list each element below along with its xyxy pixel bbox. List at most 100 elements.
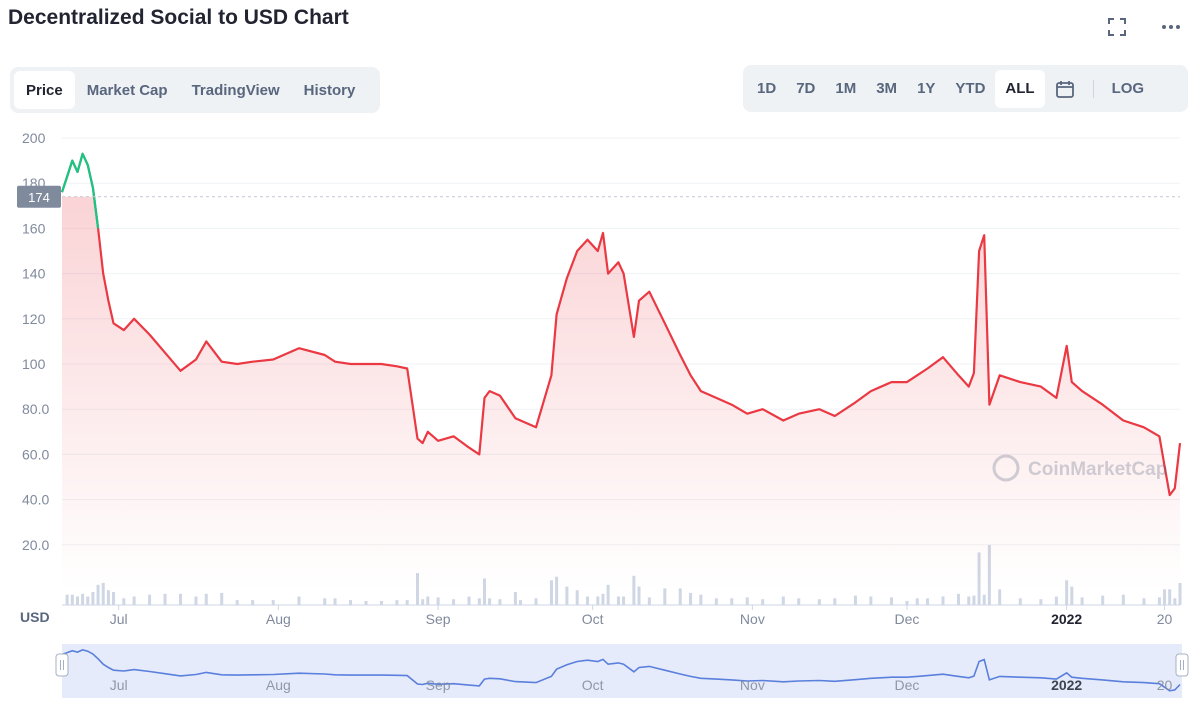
volume-bar xyxy=(106,590,110,605)
navigator-x-axis: Jul Aug Sep Oct Nov Dec 2022 20 xyxy=(110,677,1173,693)
range-1y[interactable]: 1Y xyxy=(917,80,936,97)
volume-bars xyxy=(65,545,1182,605)
coinmarketcap-watermark: CoinMarketCap xyxy=(992,454,1167,482)
volume-bar xyxy=(1080,597,1084,605)
price-line-up xyxy=(60,152,100,229)
range-1d[interactable]: 1D xyxy=(757,80,777,97)
volume-bar xyxy=(1168,589,1172,605)
volume-bar xyxy=(323,598,327,605)
volume-bar xyxy=(869,596,873,605)
y-tick-label: 20.0 xyxy=(22,537,49,553)
volume-bar xyxy=(426,596,430,605)
volume-bar xyxy=(817,599,821,605)
volume-bar xyxy=(194,596,198,605)
volume-bar xyxy=(637,586,641,605)
volume-bar xyxy=(575,590,579,605)
volume-bar xyxy=(379,601,383,605)
range-3m[interactable]: 3M xyxy=(876,80,898,97)
volume-bar xyxy=(534,598,538,605)
volume-bar xyxy=(915,598,919,605)
volume-bar xyxy=(781,596,785,605)
volume-bar xyxy=(956,593,960,605)
volume-bar xyxy=(96,584,100,605)
volume-bar xyxy=(436,597,440,605)
volume-bar xyxy=(555,576,559,605)
volume-bar xyxy=(622,596,626,605)
volume-bar xyxy=(565,586,569,605)
range-ytd[interactable]: YTD xyxy=(955,80,986,97)
volume-bar xyxy=(488,598,492,605)
volume-bar xyxy=(1101,595,1105,605)
range-navigator[interactable]: Jul Aug Sep Oct Nov Dec 2022 20 xyxy=(0,640,1200,700)
volume-bar xyxy=(163,593,167,605)
volume-bar xyxy=(853,595,857,605)
tab-history[interactable]: History xyxy=(303,81,356,99)
x-tick-label: Oct xyxy=(582,611,604,627)
x-tick-label: Dec xyxy=(894,611,919,627)
volume-bar xyxy=(1142,598,1146,605)
volume-bar xyxy=(75,596,79,605)
volume-bar xyxy=(616,596,620,605)
navigator-selection xyxy=(62,644,1182,698)
range-all[interactable]: ALL xyxy=(995,69,1045,108)
tab-price[interactable]: Price xyxy=(14,71,75,109)
calendar-icon[interactable] xyxy=(1045,70,1085,108)
volume-bar xyxy=(632,575,636,605)
volume-bar xyxy=(967,596,971,605)
volume-bar xyxy=(112,592,116,605)
x-tick-label: 2022 xyxy=(1051,611,1082,627)
navigator-x-tick-label: 2022 xyxy=(1051,677,1082,693)
volume-bar xyxy=(1070,586,1074,605)
expand-icon[interactable] xyxy=(1104,14,1130,40)
volume-bar xyxy=(1173,598,1177,605)
volume-bar xyxy=(271,600,275,605)
volume-bar xyxy=(65,594,69,605)
navigator-x-tick-label: Sep xyxy=(426,677,451,693)
x-tick-label: Sep xyxy=(426,611,451,627)
volume-bar xyxy=(745,597,749,605)
x-axis: Jul Aug Sep Oct Nov Dec 2022 20 xyxy=(110,605,1173,627)
volume-bar xyxy=(797,598,801,605)
volume-bar xyxy=(349,600,353,605)
x-tick-label: 20 xyxy=(1157,611,1173,627)
volume-bar xyxy=(905,601,909,605)
volume-bar xyxy=(220,592,224,605)
tab-tradingview[interactable]: TradingView xyxy=(191,81,280,99)
volume-bar xyxy=(730,598,734,605)
volume-bar xyxy=(519,600,523,605)
log-scale-toggle[interactable]: LOG xyxy=(1111,80,1145,97)
range-7d[interactable]: 7D xyxy=(796,80,816,97)
range-divider xyxy=(1092,79,1094,98)
volume-bar xyxy=(596,596,600,605)
y-tick-label: 100 xyxy=(22,356,46,372)
volume-bar xyxy=(1065,580,1069,605)
time-range-selector: 1D 7D 1M 3M 1Y YTD ALL LOG xyxy=(743,65,1188,112)
x-tick-label: Aug xyxy=(266,611,291,627)
range-1m[interactable]: 1M xyxy=(835,80,857,97)
navigator-left-handle[interactable] xyxy=(55,653,69,677)
volume-bar xyxy=(606,584,610,605)
ellipsis-icon[interactable] xyxy=(1158,14,1184,40)
volume-bar xyxy=(689,592,693,605)
volume-bar xyxy=(421,599,425,605)
y-tick-label: 40.0 xyxy=(22,492,49,508)
volume-bar xyxy=(972,595,976,605)
navigator-x-tick-label: 20 xyxy=(1157,677,1173,693)
volume-bar xyxy=(86,596,90,605)
volume-bar xyxy=(586,596,590,605)
price-area xyxy=(62,196,1180,590)
navigator-right-handle[interactable] xyxy=(1175,653,1189,677)
volume-bar xyxy=(833,598,837,605)
volume-bar xyxy=(926,598,930,605)
navigator-x-tick-label: Oct xyxy=(582,677,604,693)
volume-bar xyxy=(601,593,605,605)
tab-market-cap[interactable]: Market Cap xyxy=(86,81,168,99)
volume-bar xyxy=(297,596,301,605)
price-line xyxy=(60,152,1182,497)
volume-bar xyxy=(1157,597,1161,605)
y-tick-label: 80.0 xyxy=(22,401,49,417)
volume-bar xyxy=(482,578,486,605)
volume-bar xyxy=(452,599,456,605)
